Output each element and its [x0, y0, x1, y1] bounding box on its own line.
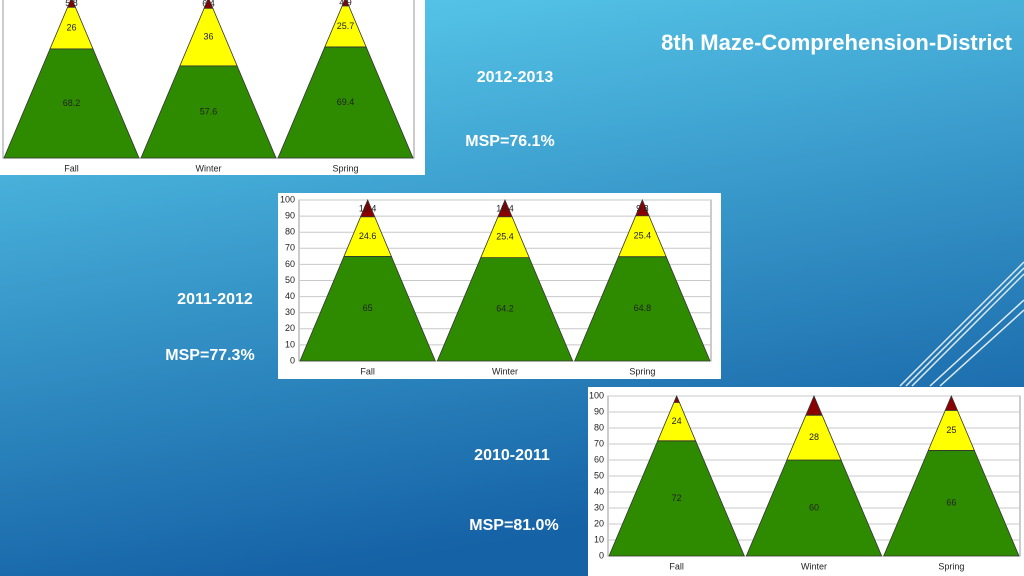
x-tick-label: Winter: [492, 366, 518, 376]
data-label: 57.6: [200, 106, 218, 116]
segment: [360, 198, 376, 218]
x-tick-label: Fall: [360, 366, 375, 376]
segment: [203, 0, 214, 9]
y-tick-label: 0: [290, 355, 295, 365]
y-tick-label: 40: [285, 291, 295, 301]
x-tick-label: Fall: [669, 561, 684, 571]
segment: [673, 394, 680, 403]
x-tick-label: Winter: [801, 561, 827, 571]
msp-label: MSP=81.0%: [469, 517, 558, 534]
data-label: 26: [66, 22, 76, 32]
y-tick-label: 70: [594, 438, 604, 448]
segment: [635, 198, 650, 217]
y-tick-label: 10: [594, 534, 604, 544]
data-label: 60: [809, 502, 819, 512]
period-label: 2010-2011: [474, 447, 550, 464]
data-label: 24.6: [359, 231, 377, 241]
y-tick-label: 30: [285, 307, 295, 317]
y-tick-label: 60: [285, 259, 295, 269]
y-tick-label: 90: [594, 406, 604, 416]
data-label: 25: [946, 425, 956, 435]
data-label: 69.4: [337, 97, 355, 107]
data-label: 4.9: [339, 0, 352, 7]
period-label: 2012-2013: [477, 69, 554, 86]
segment: [341, 0, 350, 7]
y-tick-label: 100: [589, 390, 604, 400]
y-tick-label: 80: [594, 422, 604, 432]
y-tick-label: 10: [285, 339, 295, 349]
segment: [944, 394, 959, 411]
data-label: 64.2: [496, 304, 514, 314]
msp-label: MSP=77.3%: [165, 347, 254, 364]
y-tick-label: 20: [594, 518, 604, 528]
segment: [497, 198, 513, 218]
y-tick-label: 60: [594, 454, 604, 464]
data-label: 25.4: [496, 232, 514, 242]
y-tick-label: 50: [594, 470, 604, 480]
x-tick-label: Spring: [629, 366, 655, 376]
segment: [66, 0, 77, 8]
slide-title: 8th Maze-Comprehension-District: [661, 30, 1012, 55]
decoration: [899, 261, 1024, 387]
data-label: 10.4: [496, 204, 514, 214]
y-tick-label: 20: [285, 323, 295, 333]
data-label: 28: [809, 432, 819, 442]
data-label: 9.8: [636, 203, 649, 213]
segment: [805, 394, 823, 416]
data-label: 65: [363, 303, 373, 313]
data-label: 25.7: [337, 21, 355, 31]
x-tick-label: Spring: [938, 561, 964, 571]
y-tick-label: 50: [285, 275, 295, 285]
x-tick-label: Spring: [332, 163, 358, 173]
y-tick-label: 30: [594, 502, 604, 512]
data-label: 72: [672, 493, 682, 503]
data-label: 66: [946, 498, 956, 508]
data-label: 10.4: [359, 204, 377, 214]
data-label: 36: [203, 31, 213, 41]
data-label: 64.8: [634, 303, 652, 313]
y-tick-label: 70: [285, 243, 295, 253]
data-label: 24: [672, 416, 682, 426]
y-tick-label: 0: [599, 550, 604, 560]
y-tick-label: 100: [280, 194, 295, 204]
x-tick-label: Winter: [195, 163, 221, 173]
data-label: 25.4: [634, 231, 652, 241]
data-label: 6.4: [202, 0, 215, 8]
data-label: 5.8: [65, 0, 78, 8]
x-tick-label: Fall: [64, 163, 79, 173]
y-tick-label: 80: [285, 227, 295, 237]
msp-label: MSP=76.1%: [465, 133, 554, 150]
period-label: 2011-2012: [177, 291, 253, 308]
y-tick-label: 40: [594, 486, 604, 496]
data-label: 68.2: [63, 98, 81, 108]
y-tick-label: 90: [285, 210, 295, 220]
